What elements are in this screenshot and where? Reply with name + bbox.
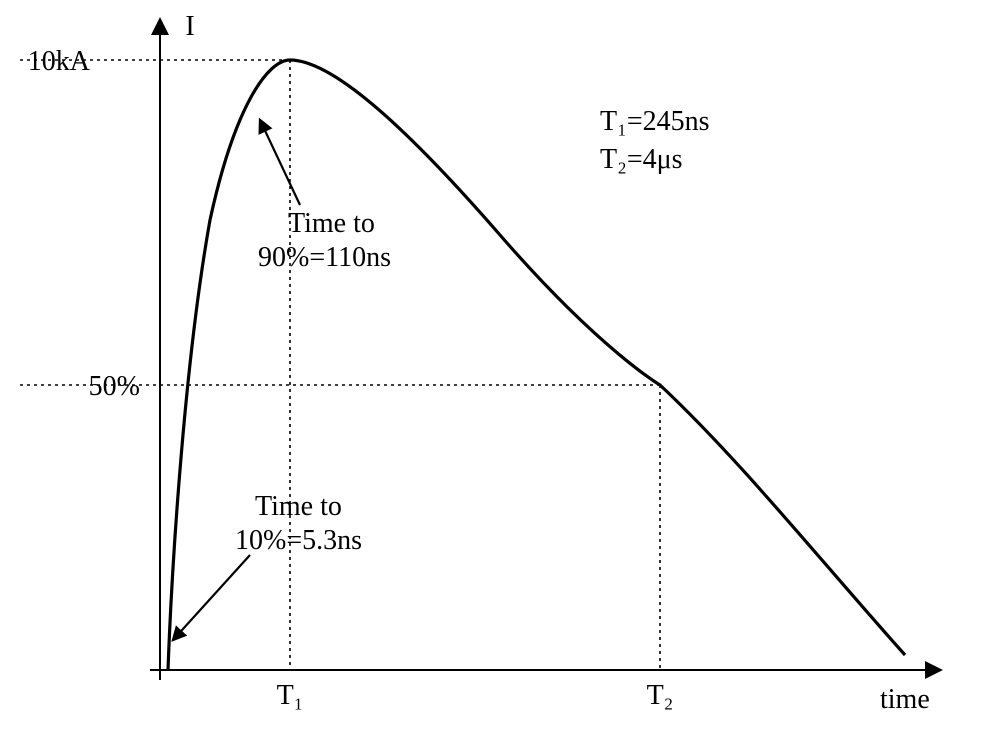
y-tick-peak: 10kA — [28, 46, 91, 77]
surge-waveform-chart: I time 10kA 50% T₁ T₂ Time to 90%=110ns … — [0, 0, 982, 729]
param-t2: T₂=4μs — [600, 144, 683, 175]
y-axis-label: I — [185, 11, 194, 42]
arrow-to-90pct — [260, 120, 300, 205]
x-axis-label: time — [880, 684, 930, 715]
x-tick-t1: T₁ — [277, 680, 304, 711]
arrow-to-10pct — [173, 555, 250, 640]
annotation-90pct-line1: Time to — [288, 208, 375, 239]
x-tick-t2: T₂ — [647, 680, 674, 711]
annotation-10pct-line1: Time to — [255, 491, 342, 522]
annotation-10pct-line2: 10%=5.3ns — [235, 525, 362, 556]
param-t1: T₁=245ns — [600, 106, 710, 137]
surge-current-curve — [168, 60, 905, 670]
y-tick-half: 50% — [89, 371, 140, 402]
annotation-90pct-line2: 90%=110ns — [258, 242, 391, 273]
